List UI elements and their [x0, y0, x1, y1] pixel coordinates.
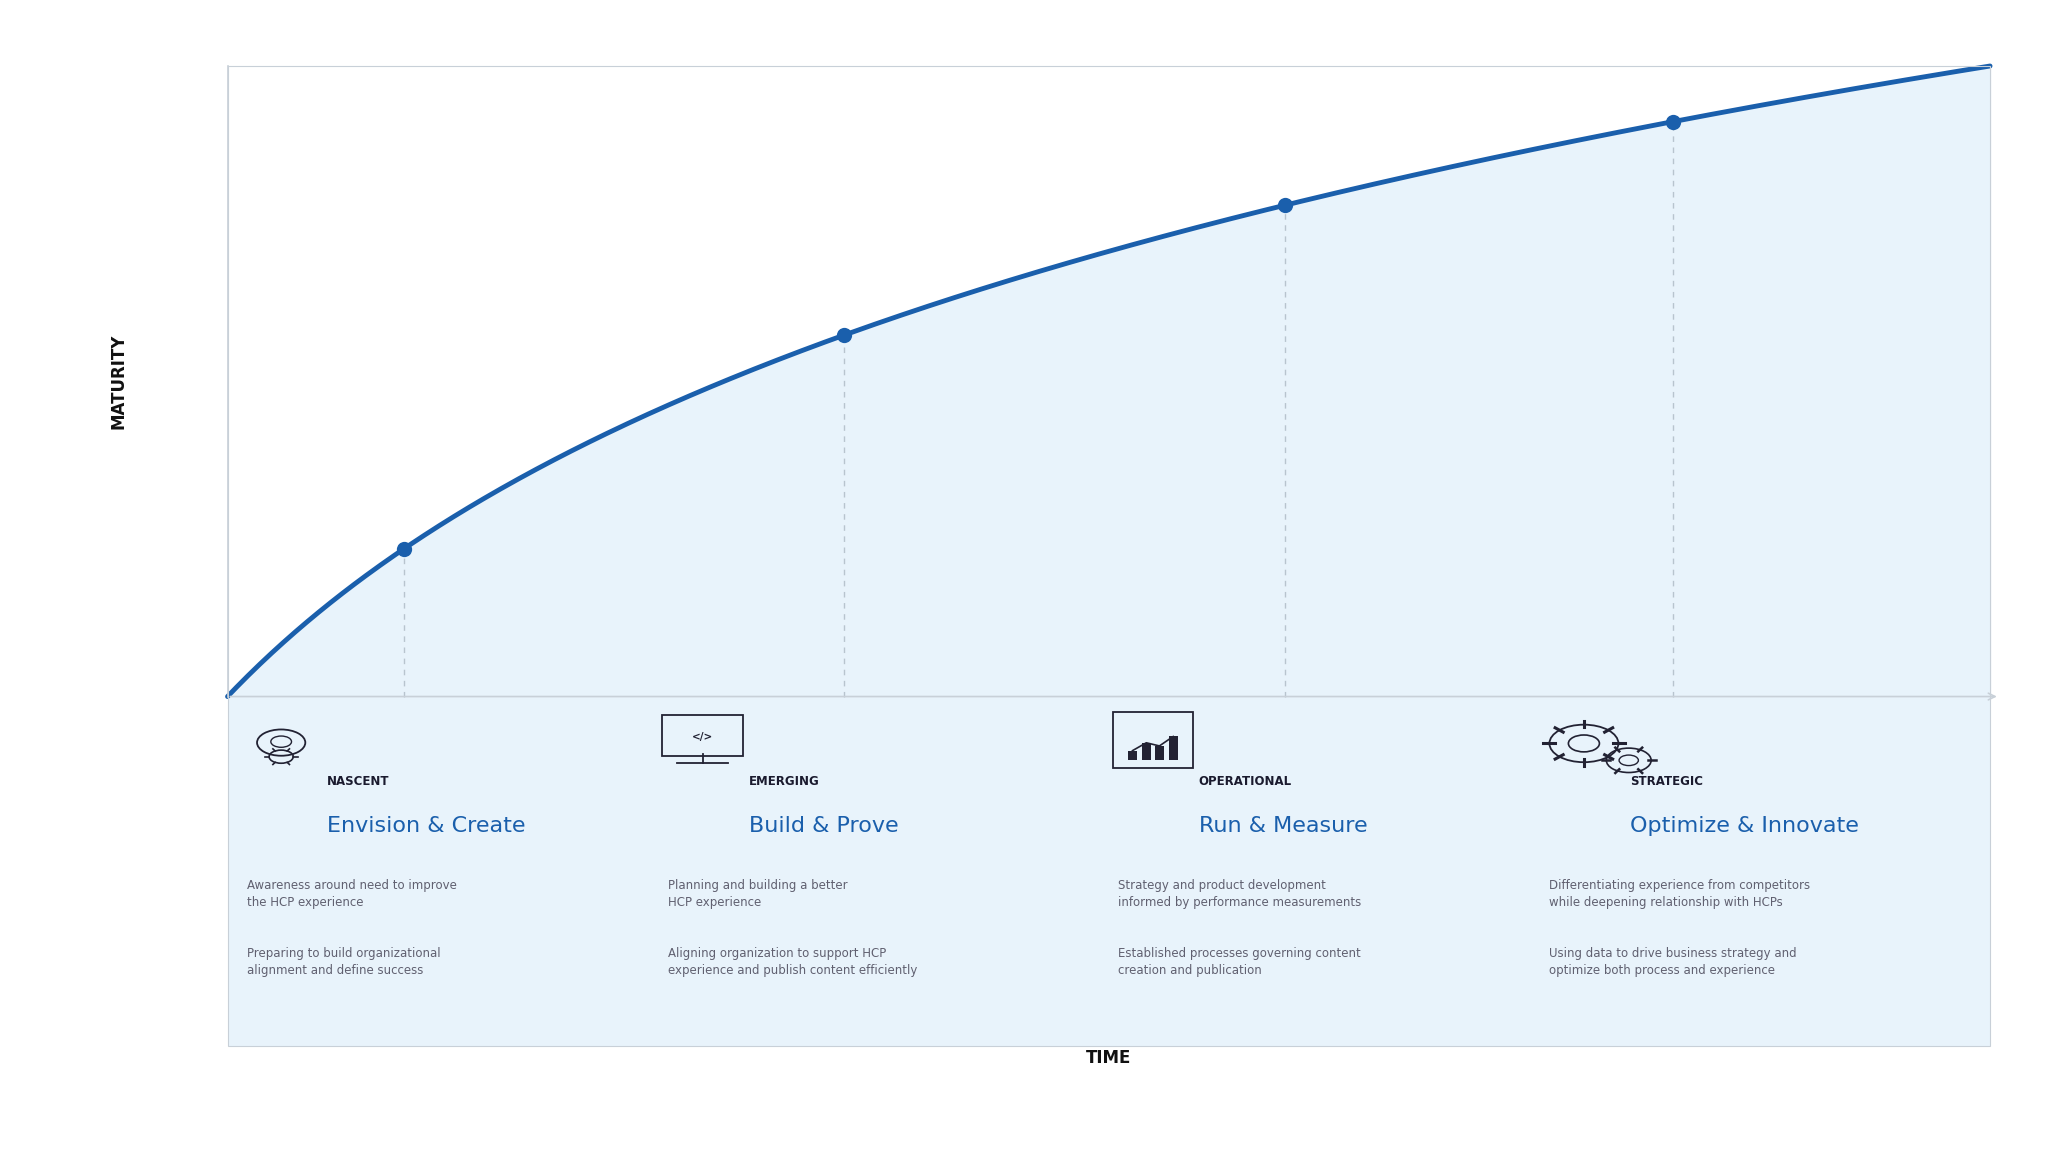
Text: OPERATIONAL: OPERATIONAL — [1199, 775, 1292, 787]
Text: Awareness around need to improve
the HCP experience: Awareness around need to improve the HCP… — [247, 879, 457, 909]
Text: </>: </> — [692, 732, 713, 742]
Text: Differentiating experience from competitors
while deepening relationship with HC: Differentiating experience from competit… — [1549, 879, 1811, 909]
FancyBboxPatch shape — [1156, 746, 1164, 760]
Text: Run & Measure: Run & Measure — [1199, 816, 1368, 836]
Text: Optimize & Innovate: Optimize & Innovate — [1629, 816, 1858, 836]
Text: NASCENT: NASCENT — [328, 775, 389, 787]
FancyBboxPatch shape — [1129, 750, 1137, 760]
Text: Preparing to build organizational
alignment and define success: Preparing to build organizational alignm… — [247, 947, 441, 977]
FancyBboxPatch shape — [1168, 736, 1178, 760]
Text: Using data to drive business strategy and
optimize both process and experience: Using data to drive business strategy an… — [1549, 947, 1796, 977]
Text: Build & Prove: Build & Prove — [748, 816, 898, 836]
Text: STRATEGIC: STRATEGIC — [1629, 775, 1704, 787]
FancyBboxPatch shape — [227, 696, 1990, 1046]
Text: Planning and building a better
HCP experience: Planning and building a better HCP exper… — [667, 879, 849, 909]
FancyBboxPatch shape — [1141, 742, 1152, 760]
Text: MATURITY: MATURITY — [109, 334, 128, 428]
Text: Established processes governing content
creation and publication: Established processes governing content … — [1119, 947, 1362, 977]
Text: Envision & Create: Envision & Create — [328, 816, 525, 836]
Text: Aligning organization to support HCP
experience and publish content efficiently: Aligning organization to support HCP exp… — [667, 947, 917, 977]
Text: TIME: TIME — [1086, 1048, 1131, 1067]
Text: Strategy and product development
informed by performance measurements: Strategy and product development informe… — [1119, 879, 1362, 909]
Text: EMERGING: EMERGING — [748, 775, 820, 787]
